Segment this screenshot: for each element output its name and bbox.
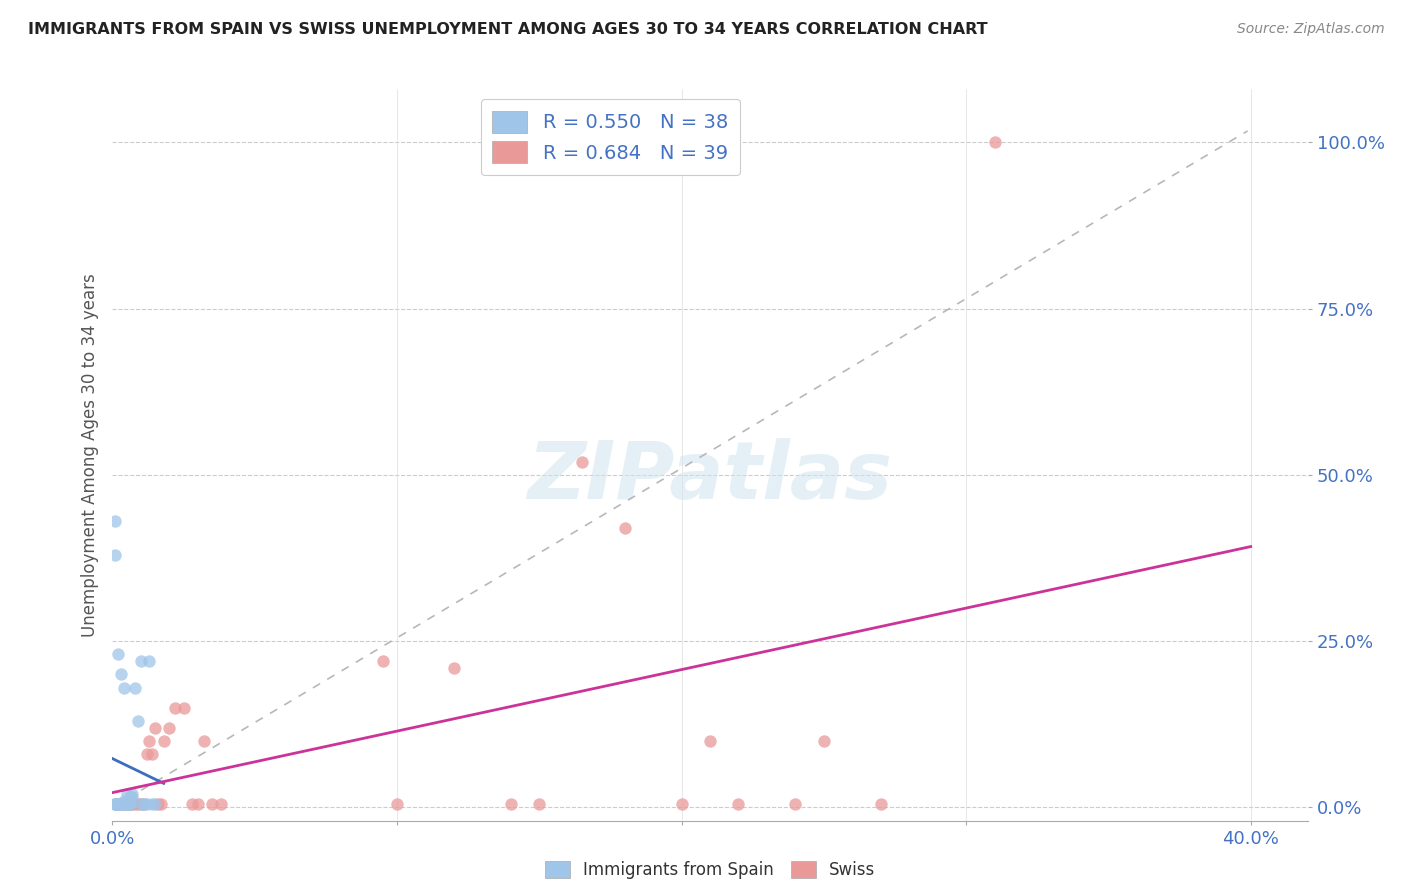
Point (110, 797, 132, 811)
Point (157, 721, 180, 735)
Text: ZIPatlas: ZIPatlas (527, 438, 893, 516)
Point (112, 794, 135, 808)
Legend: Immigrants from Spain, Swiss: Immigrants from Spain, Swiss (538, 854, 882, 886)
Point (110, 797, 132, 811)
Point (727, 797, 749, 811)
Point (143, 797, 166, 811)
Point (115, 787, 138, 801)
Point (124, 681, 146, 695)
Point (107, 648, 129, 662)
Point (107, 797, 129, 811)
Point (112, 797, 135, 811)
Point (785, 797, 807, 811)
Point (104, 515, 127, 529)
Point (443, 661, 465, 675)
Point (613, 521, 636, 535)
Point (118, 797, 141, 811)
Point (112, 681, 135, 695)
Point (118, 797, 141, 811)
Point (187, 797, 209, 811)
Point (869, 797, 891, 811)
Point (385, 797, 408, 811)
Point (138, 734, 160, 748)
Point (201, 797, 224, 811)
Point (112, 797, 135, 811)
Point (112, 797, 135, 811)
Point (129, 797, 152, 811)
Point (118, 790, 141, 805)
Point (110, 797, 132, 811)
Point (209, 797, 232, 811)
Point (127, 714, 149, 728)
Point (127, 797, 149, 811)
Point (107, 797, 129, 811)
Point (138, 654, 160, 668)
Point (181, 797, 204, 811)
Text: Source: ZipAtlas.com: Source: ZipAtlas.com (1237, 22, 1385, 37)
Point (107, 797, 129, 811)
Point (129, 797, 152, 811)
Point (104, 797, 127, 811)
Point (141, 797, 163, 811)
Point (152, 734, 174, 748)
Point (173, 700, 195, 714)
Point (115, 797, 138, 811)
Point (104, 797, 127, 811)
Point (132, 797, 155, 811)
Text: IMMIGRANTS FROM SPAIN VS SWISS UNEMPLOYMENT AMONG AGES 30 TO 34 YEARS CORRELATIO: IMMIGRANTS FROM SPAIN VS SWISS UNEMPLOYM… (28, 22, 988, 37)
Point (671, 797, 693, 811)
Point (135, 747, 157, 761)
Point (983, 136, 1005, 150)
Point (499, 797, 522, 811)
Y-axis label: Unemployment Among Ages 30 to 34 years: Unemployment Among Ages 30 to 34 years (80, 273, 98, 637)
Point (165, 700, 187, 714)
Point (107, 797, 129, 811)
Point (571, 454, 593, 468)
Point (104, 797, 127, 811)
Point (146, 797, 169, 811)
Point (118, 797, 141, 811)
Point (124, 797, 146, 811)
Point (115, 797, 138, 811)
Point (129, 654, 152, 668)
Point (141, 747, 163, 761)
Point (121, 790, 143, 805)
Point (529, 797, 551, 811)
Point (121, 787, 143, 801)
Point (107, 797, 129, 811)
Point (121, 797, 143, 811)
Point (104, 797, 127, 811)
Point (110, 797, 132, 811)
Point (371, 654, 394, 668)
Point (110, 797, 132, 811)
Point (149, 797, 172, 811)
Point (699, 734, 721, 748)
Point (104, 548, 127, 562)
Point (132, 797, 155, 811)
Point (143, 721, 166, 735)
Point (193, 734, 215, 748)
Point (115, 797, 138, 811)
Point (813, 734, 835, 748)
Point (115, 797, 138, 811)
Point (110, 667, 132, 681)
Point (135, 797, 157, 811)
